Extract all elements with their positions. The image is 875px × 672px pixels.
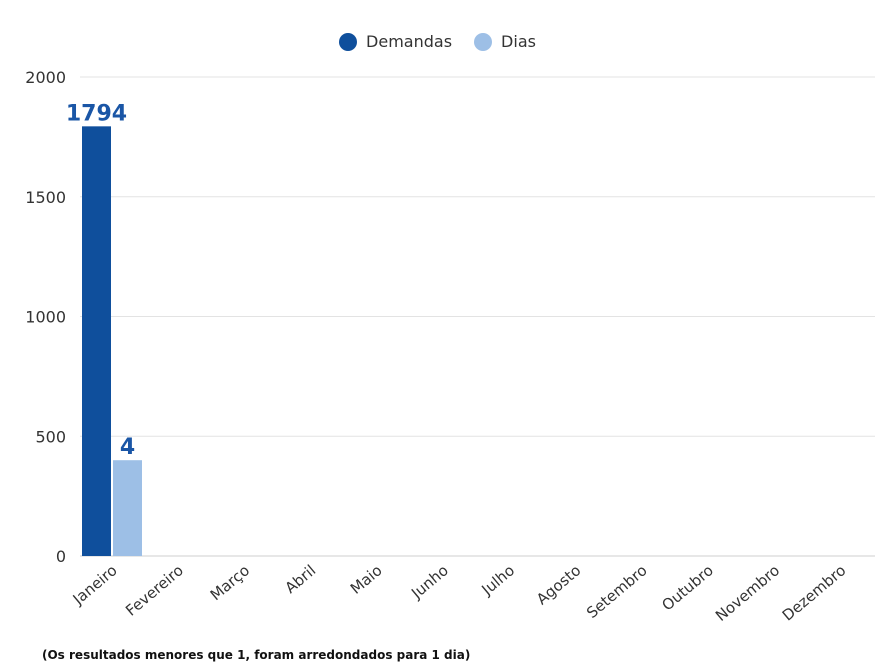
x-tick-label: Dezembro [779,561,850,624]
x-tick-label: Julho [478,561,519,599]
legend-marker-dias [474,32,493,51]
data-label: 1794 [66,101,127,126]
y-tick-label: 500 [35,427,66,446]
legend-item-dias[interactable]: Dias [474,32,536,51]
legend-item-demandas[interactable]: Demandas [339,32,452,51]
x-tick-label: Setembro [583,561,651,622]
x-tick-label: Outubro [658,561,716,614]
chart-footnote: (Os resultados menores que 1, foram arre… [42,648,471,662]
x-tick-label: Fevereiro [122,561,187,619]
bar-dias-janeiro [113,460,142,556]
legend-label-demandas: Demandas [366,32,453,51]
chart-legend: Demandas Dias [0,32,875,51]
x-tick-label: Agosto [533,561,584,608]
x-tick-label: Abril [281,561,319,597]
x-tick-label: Novembro [712,561,783,625]
bar-demandas-janeiro [82,126,111,556]
data-label: 4 [120,435,135,460]
y-tick-label: 0 [56,547,66,566]
legend-marker-demandas [339,32,358,51]
x-tick-label: Maio [347,561,386,598]
y-tick-label: 1000 [25,308,66,327]
y-tick-label: 1500 [25,188,66,207]
legend-label-dias: Dias [501,32,536,51]
x-tick-label: Março [207,561,253,604]
x-tick-label: Janeiro [69,561,121,609]
y-tick-label: 2000 [25,68,66,87]
x-tick-label: Junho [407,561,452,603]
